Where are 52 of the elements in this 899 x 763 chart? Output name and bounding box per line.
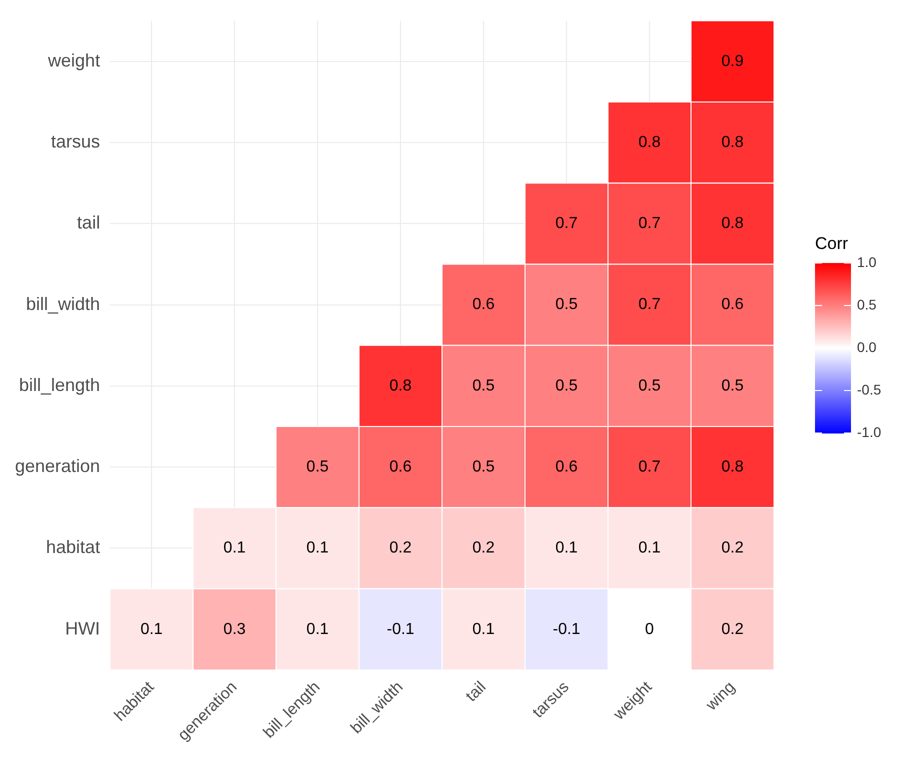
data-label: 0	[645, 620, 654, 638]
data-label: 0.7	[555, 215, 578, 232]
data-label: 0.1	[306, 540, 329, 557]
data-label: 0.8	[721, 458, 744, 476]
color-bar-label: -0.5	[857, 381, 882, 398]
data-label: 0.6	[472, 296, 495, 314]
data-label: 0.1	[472, 620, 495, 638]
data-label: 0.3	[223, 620, 246, 638]
data-label: 0.5	[472, 377, 495, 394]
data-label: 0.6	[389, 458, 412, 476]
data-label: 0.2	[389, 540, 412, 557]
data-label: 0.1	[140, 620, 163, 638]
y-tick-label: bill_length	[19, 374, 100, 395]
x-tick-label: wing	[702, 678, 738, 715]
data-label: 0.7	[638, 215, 661, 232]
data-label: 0.1	[638, 540, 661, 557]
data-label: 0.8	[389, 377, 412, 394]
data-label: 0.5	[555, 377, 578, 394]
data-label: 0.7	[638, 296, 661, 314]
data-label: 0.2	[472, 540, 495, 557]
y-tick-label: bill_width	[26, 294, 100, 314]
color-bar-label: 0.0	[857, 338, 877, 355]
data-label: 0.8	[721, 215, 744, 232]
data-label: 0.1	[223, 540, 246, 557]
y-tick-label: tarsus	[51, 131, 100, 152]
data-label: 0.9	[721, 52, 744, 70]
data-label: 0.1	[555, 540, 578, 557]
data-label: 0.8	[638, 134, 661, 151]
y-tick-label: weight	[47, 50, 100, 70]
data-label: 0.1	[306, 620, 329, 638]
data-label: -0.1	[552, 620, 580, 638]
color-bar-label: 1.0	[857, 254, 877, 270]
color-bar-label: -1.0	[857, 424, 882, 440]
data-label: 0.7	[638, 458, 661, 476]
data-label: 0.6	[721, 296, 744, 314]
data-label: 0.5	[472, 458, 495, 476]
data-label: 0.5	[306, 458, 329, 476]
data-label: 0.2	[721, 540, 744, 557]
data-label: 0.5	[721, 377, 744, 394]
x-tick-label: tail	[462, 678, 490, 706]
data-label: 0.5	[555, 296, 578, 314]
y-tick-label: tail	[77, 212, 100, 233]
color-bar-title: Corr	[815, 234, 848, 253]
data-label: 0.8	[721, 134, 744, 151]
y-tick-label: habitat	[46, 537, 100, 558]
y-tick-label: generation	[14, 456, 100, 476]
data-label: -0.1	[386, 620, 414, 638]
y-tick-label: HWI	[65, 618, 100, 638]
data-label: 0.5	[638, 377, 661, 394]
color-bar-label: 0.5	[857, 296, 877, 312]
data-label: 0.2	[721, 620, 744, 638]
data-label: 0.6	[555, 458, 578, 476]
